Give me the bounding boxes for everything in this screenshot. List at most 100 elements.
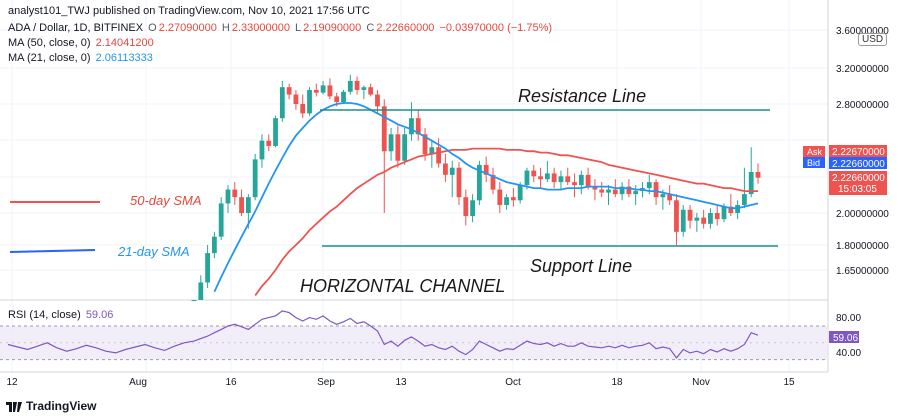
candle-body [225,189,231,204]
candle-body [497,189,503,206]
candle-body [544,173,550,180]
candle-body [653,182,659,198]
candle-body [375,94,380,107]
time-axis-ticks: 12 Aug 16 Sep 13 Oct 18 Nov 15 [6,377,795,388]
currency-button[interactable]: USD [858,33,888,46]
time-tick-label: Sep [317,377,335,388]
ma50-line [254,147,758,297]
tradingview-logo[interactable]: TradingView [6,399,96,413]
time-tick-label: Oct [505,377,521,388]
high-value: 2.33000000 [231,22,290,34]
bid-label: Bid [807,158,820,168]
bid-value-box [829,157,887,169]
candle-body [429,147,435,154]
ask-tag [803,146,825,157]
ma50-legend-label: MA (50, close, 0) [8,37,91,49]
candle-body [680,209,686,232]
candle-body [714,213,720,220]
candle-body [619,186,625,195]
rsi-legend[interactable]: RSI (14, close) 59.06 [8,309,115,321]
candle-body [300,104,306,114]
rsi-axis-ticks: 80.00 40.00 [836,313,861,359]
last-price-box [829,171,887,195]
last-price-value: 2.22660000 [832,173,885,184]
close-value: 2.22660000 [376,22,435,34]
candle-body [517,185,523,201]
symbol-ohlc-line: ADA / Dollar, 1D, BITFINEX O 2.27090000 H… [8,22,554,34]
ma21-legend-value: 2.06113333 [95,52,153,64]
ma50-legend[interactable]: MA (50, close, 0) 2.14041200 [8,37,156,49]
ask-value: 2.22670000 [832,147,885,158]
high-label: H [221,22,230,34]
candle-body [443,163,448,175]
candle-body [538,176,543,180]
rsi-line [7,310,759,359]
price-tick-label: 2.80000000 [836,100,889,111]
candle-body [327,85,333,97]
candle-body [409,118,414,135]
candle-body [524,170,530,186]
candle-body [674,200,679,232]
candle-body [531,170,537,177]
candle-body [742,194,747,206]
candle-body [279,87,285,119]
candle-body [592,186,598,190]
candle-body [755,171,761,178]
candle-body [205,253,210,283]
candle-body [422,134,428,154]
change-value: −0.03970000 (−1.75%) [439,22,553,34]
candle-body [470,200,476,217]
tradingview-logo-text: TradingView [26,399,97,413]
candle-body [633,191,639,195]
time-tick-label: 15 [783,377,795,388]
candle-body [606,189,611,193]
candle-body [504,197,509,206]
candle-body [585,174,591,187]
time-tick-label: 18 [611,377,623,388]
candle-body [347,80,353,92]
time-tick-label: Nov [692,377,710,388]
ma21-legend[interactable]: MA (21, close, 0) 2.06113333 [8,52,155,64]
price-axis-ticks: 3.60000000 3.20000000 2.80000000 2.00000000… [836,26,889,277]
ma21-line [213,102,759,293]
candle-body [626,186,632,195]
candle-body [368,87,374,95]
candle-body [211,236,217,254]
price-tick-label: 1.65000000 [836,266,889,277]
candle-body [334,96,340,103]
ma21-legend-label: MA (21, close, 0) [8,52,91,64]
time-tick-label: 13 [395,377,407,388]
candle-body [341,91,346,103]
candle-body [415,118,421,135]
candle-body [558,176,564,183]
candle-body [721,206,727,220]
candle-body [463,197,469,217]
price-tick-label: 3.20000000 [836,64,889,75]
candle-body [402,134,408,161]
candle-body [565,176,571,183]
candle-body [483,164,489,175]
candle-body [510,197,516,201]
candle-body [354,80,360,90]
sma50-label: 50-day SMA [130,193,202,208]
close-label: C [366,22,375,34]
candle-body [307,89,312,114]
open-value: 2.27090000 [158,22,217,34]
candle-body [293,94,299,104]
resistance-label: Resistance Line [518,86,646,106]
symbol-label[interactable]: ADA / Dollar, 1D, BITFINEX [8,22,144,34]
candle-body [612,189,618,195]
sma21-legend-stub [9,249,96,253]
candle-body [266,140,272,146]
price-tick-label: 1.80000000 [836,241,889,252]
candle-body [381,106,387,152]
candle-body [646,182,652,189]
low-label: L [295,22,302,34]
support-label: Support Line [530,256,632,276]
candles [191,74,761,301]
channel-label: HORIZONTAL CHANNEL [300,276,505,296]
candle-body [701,217,707,224]
candle-body [388,134,394,152]
rsi-value-box [829,331,859,343]
